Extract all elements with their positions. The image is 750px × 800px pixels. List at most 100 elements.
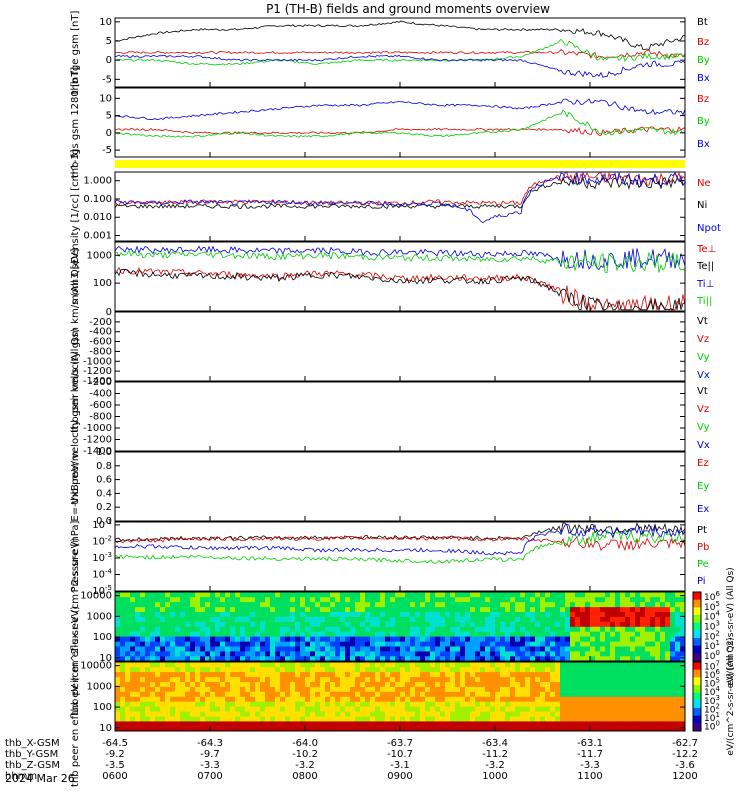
heatmap-cell <box>500 691 506 697</box>
heatmap-cell <box>220 662 226 668</box>
heatmap-cell <box>400 651 406 657</box>
series-line-temp-Ti|| <box>114 249 686 274</box>
heatmap-cell <box>290 666 296 673</box>
heatmap-cell <box>365 716 371 722</box>
heatmap-cell <box>205 696 211 702</box>
heatmap-cell <box>475 696 481 702</box>
heatmap-cell <box>155 662 161 668</box>
heatmap-cell <box>495 651 501 657</box>
x-row-value: 1200 <box>672 771 697 782</box>
heatmap-cell <box>260 641 266 647</box>
heatmap-cell <box>170 601 176 608</box>
heatmap-cell <box>275 636 281 642</box>
heatmap-cell <box>400 631 406 637</box>
heatmap-cell <box>325 726 331 732</box>
heatmap-cell <box>250 666 256 673</box>
legend-vi-Vx: Vx <box>697 370 710 381</box>
heatmap-cell <box>395 626 401 632</box>
colorbar-segment <box>693 607 701 616</box>
heatmap-cell <box>200 656 206 662</box>
heatmap-cell <box>355 721 361 727</box>
heatmap-cell <box>390 592 396 598</box>
heatmap-cell <box>450 666 456 673</box>
heatmap-cell <box>220 676 226 682</box>
heatmap-cell <box>320 646 326 652</box>
heatmap-cell <box>590 671 596 678</box>
heatmap-cell <box>465 691 471 697</box>
heatmap-cell <box>355 621 361 627</box>
heatmap-cell <box>260 601 266 608</box>
heatmap-cell <box>210 716 216 722</box>
heatmap-cell <box>335 711 341 717</box>
heatmap-cell <box>120 696 126 702</box>
heatmap-cell <box>440 662 446 668</box>
heatmap-cell <box>675 671 681 678</box>
heatmap-cell <box>480 681 486 687</box>
heatmap-cell <box>520 592 526 598</box>
heatmap-cell <box>680 691 686 697</box>
legend-press-Pi: Pi <box>697 576 706 587</box>
heatmap-cell <box>315 626 321 632</box>
heatmap-cell <box>410 666 416 673</box>
heatmap-cell <box>595 671 601 678</box>
heatmap-cell <box>120 671 126 678</box>
heatmap-cell <box>150 596 156 603</box>
heatmap-cell <box>455 721 461 727</box>
heatmap-cell <box>140 721 146 727</box>
heatmap-cell <box>385 716 391 722</box>
heatmap-cell <box>670 701 676 707</box>
heatmap-cell <box>360 716 366 722</box>
heatmap-cell <box>160 611 166 617</box>
heatmap-cell <box>635 711 641 717</box>
heatmap-cell <box>575 721 581 727</box>
heatmap-cell <box>645 726 651 732</box>
heatmap-cell <box>400 626 406 632</box>
heatmap-cell <box>470 696 476 702</box>
heatmap-cell <box>575 596 581 603</box>
heatmap-cell <box>485 666 491 673</box>
heatmap-cell <box>340 641 346 647</box>
heatmap-cell <box>395 681 401 687</box>
heatmap-cell <box>195 691 201 697</box>
heatmap-cell <box>465 721 471 727</box>
heatmap-cell <box>675 681 681 687</box>
heatmap-cell <box>310 641 316 647</box>
heatmap-cell <box>500 696 506 702</box>
heatmap-cell <box>205 636 211 642</box>
heatmap-cell <box>585 616 591 622</box>
heatmap-cell <box>500 701 506 707</box>
heatmap-cell <box>375 686 381 692</box>
heatmap-cell <box>395 701 401 707</box>
heatmap-cell <box>290 711 296 717</box>
heatmap-cell <box>210 701 216 707</box>
heatmap-cell <box>305 666 311 673</box>
heatmap-cell <box>200 666 206 673</box>
heatmap-cell <box>200 696 206 702</box>
heatmap-cell <box>410 721 416 727</box>
heatmap-cell <box>280 686 286 692</box>
heatmap-cell <box>630 631 636 637</box>
heatmap-cell <box>115 656 121 662</box>
heatmap-cell <box>640 721 646 727</box>
heatmap-cell <box>170 621 176 627</box>
heatmap-cell <box>120 621 126 627</box>
heatmap-cell <box>200 726 206 732</box>
heatmap-cell <box>375 662 381 668</box>
heatmap-cell <box>585 646 591 652</box>
heatmap-cell <box>230 592 236 598</box>
heatmap-cell <box>300 596 306 603</box>
heatmap-cell <box>485 646 491 652</box>
heatmap-cell <box>645 662 651 668</box>
heatmap-cell <box>660 716 666 722</box>
heatmap-cell <box>535 686 541 692</box>
heatmap-cell <box>585 656 591 662</box>
heatmap-cell <box>225 666 231 673</box>
heatmap-cell <box>425 691 431 697</box>
heatmap-cell <box>510 616 516 622</box>
heatmap-cell <box>570 601 576 608</box>
heatmap-cell <box>250 621 256 627</box>
heatmap-cell <box>515 671 521 678</box>
heatmap-cell <box>610 636 616 642</box>
heatmap-cell <box>495 696 501 702</box>
